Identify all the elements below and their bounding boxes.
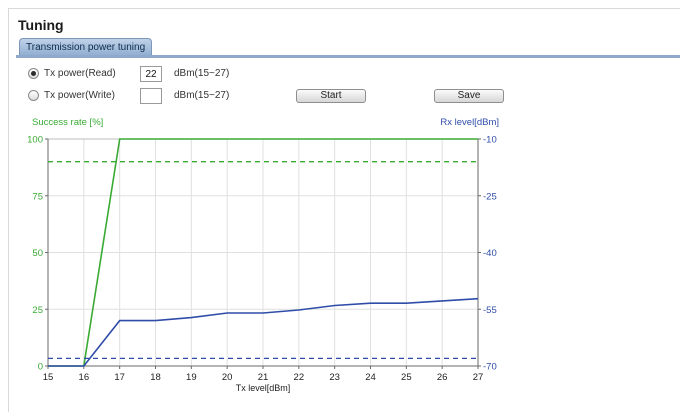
x-tick-label: 19 [186,372,197,383]
x-tick-label: 27 [473,372,484,383]
left-tick-label: 100 [27,135,43,146]
tx-power-read-label: Tx power(Read) [44,68,116,79]
right-tick-label: -40 [483,248,497,259]
start-button[interactable]: Start [296,89,366,103]
x-tick-label: 16 [79,372,90,383]
content-frame [8,8,680,412]
tab-transmission-power-tuning[interactable]: Transmission power tuning [19,38,153,56]
x-tick-label: 26 [437,372,448,383]
right-tick-label: -10 [483,135,497,146]
tx-power-read-radio[interactable] [28,68,39,79]
right-axis-title: Rx level[dBm] [440,117,499,128]
tab-underline [16,55,680,58]
x-tick-label: 17 [114,372,125,383]
x-tick-label: 24 [365,372,376,383]
tx-power-write-field[interactable] [140,88,162,104]
x-tick-label: 23 [329,372,340,383]
x-tick-label: 20 [222,372,233,383]
x-axis-title: Tx level[dBm] [236,383,291,393]
left-tick-label: 25 [32,305,43,316]
left-axis-title: Success rate [%] [32,117,103,128]
save-button[interactable]: Save [434,89,504,103]
right-tick-label: -25 [483,191,497,202]
left-tick-label: 75 [32,191,43,202]
left-tick-label: 50 [32,248,43,259]
tx-power-write-radio[interactable] [28,90,39,101]
right-tick-label: -70 [483,362,497,373]
x-tick-label: 15 [43,372,54,383]
tx-power-read-field[interactable] [140,66,162,82]
tx-power-read-range: dBm(15~27) [174,68,230,79]
x-tick-label: 22 [294,372,305,383]
left-tick-label: 0 [38,362,43,373]
tx-power-write-label: Tx power(Write) [44,90,115,101]
x-tick-label: 18 [150,372,161,383]
x-tick-label: 25 [401,372,412,383]
tx-power-write-range: dBm(15~27) [174,90,230,101]
rx-level-line [48,297,479,367]
page-title: Tuning [18,17,64,33]
x-tick-label: 21 [258,372,269,383]
tx-level-chart: Success rate [%] Rx level[dBm] 0 25 50 75 100 -… [27,117,499,393]
right-tick-label: -55 [483,305,497,316]
